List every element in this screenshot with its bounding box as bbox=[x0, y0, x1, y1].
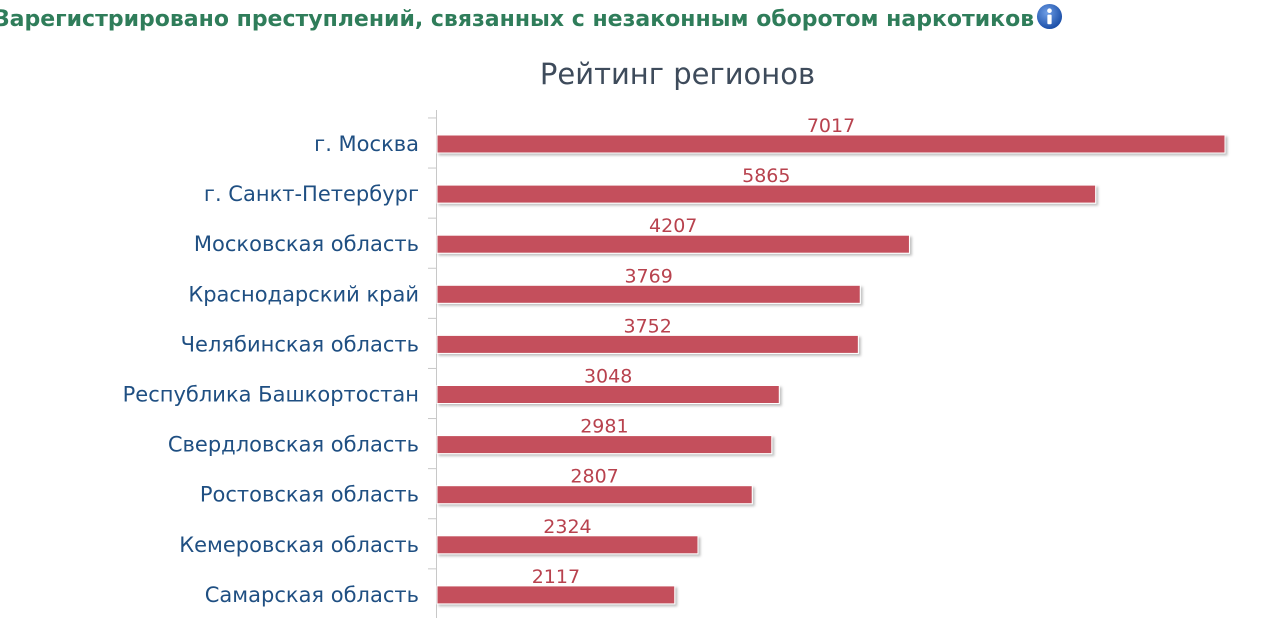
value-label: 7017 bbox=[807, 115, 855, 137]
category-label: Свердловская область bbox=[168, 433, 419, 457]
value-label: 3769 bbox=[624, 265, 672, 287]
category-label: Краснодарский край bbox=[188, 282, 419, 306]
chart-title: Рейтинг регионов bbox=[539, 57, 816, 91]
value-label: 2117 bbox=[532, 566, 580, 588]
bar[interactable] bbox=[436, 234, 910, 254]
category-label: г. Санкт-Петербург bbox=[204, 182, 419, 206]
bar[interactable] bbox=[436, 435, 773, 455]
bar[interactable] bbox=[436, 585, 676, 605]
category-label: Кемеровская область bbox=[179, 533, 419, 557]
value-label: 2807 bbox=[570, 466, 618, 488]
category-label: г. Москва bbox=[314, 132, 419, 156]
category-label: Московская область bbox=[194, 232, 419, 256]
category-label: Самарская область bbox=[205, 583, 419, 607]
category-label: Республика Башкортостан bbox=[123, 383, 419, 407]
page-header: Зарегистрировано преступлений, связанных… bbox=[0, 3, 1063, 36]
bar[interactable] bbox=[436, 485, 753, 505]
category-label: Челябинская область bbox=[181, 332, 419, 356]
bar[interactable] bbox=[436, 284, 861, 304]
value-label: 4207 bbox=[649, 215, 697, 237]
info-icon[interactable] bbox=[1036, 3, 1063, 30]
value-label: 2324 bbox=[543, 516, 591, 538]
value-label: 3752 bbox=[623, 315, 671, 337]
bar[interactable] bbox=[436, 535, 699, 555]
bar[interactable] bbox=[436, 134, 1226, 154]
value-label: 2981 bbox=[580, 416, 628, 438]
value-label: 5865 bbox=[742, 165, 790, 187]
page-title: Зарегистрировано преступлений, связанных… bbox=[0, 7, 1035, 32]
bar[interactable] bbox=[436, 184, 1097, 204]
value-label: 3048 bbox=[584, 366, 632, 388]
category-label: Ростовская область bbox=[200, 483, 419, 507]
bar[interactable] bbox=[436, 334, 859, 354]
bar[interactable] bbox=[436, 385, 780, 404]
